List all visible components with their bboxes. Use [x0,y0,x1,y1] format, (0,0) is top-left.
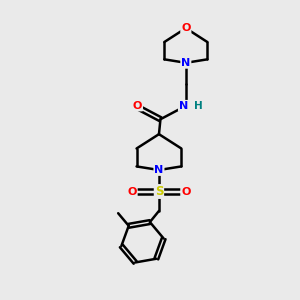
Text: O: O [128,187,137,196]
Text: N: N [181,58,190,68]
Text: O: O [181,187,190,196]
Text: O: O [133,100,142,110]
Text: S: S [155,185,163,198]
Text: N: N [154,165,164,175]
Text: H: H [194,101,203,111]
Text: O: O [181,23,190,33]
Text: N: N [179,101,188,111]
